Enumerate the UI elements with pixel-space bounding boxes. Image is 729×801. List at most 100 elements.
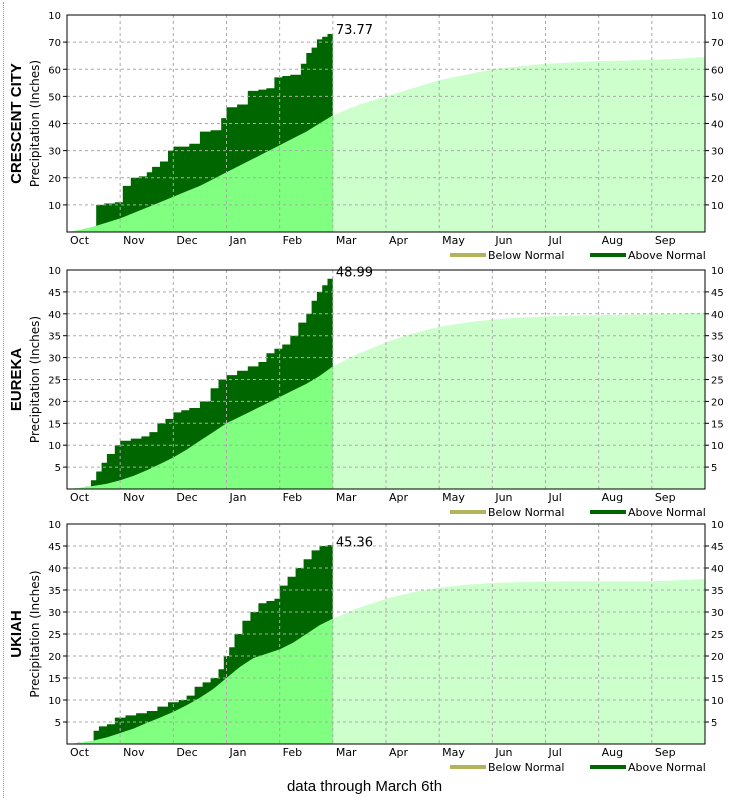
legend-swatch-below-normal <box>450 253 486 257</box>
y-tick-label-right: 10 <box>711 696 724 707</box>
legend-label-above-normal: Above Normal <box>628 249 706 262</box>
y-tick-label-left: 30 <box>48 354 61 365</box>
y-tick-label-right: 35 <box>711 586 724 597</box>
y-tick-label-right: 60 <box>711 65 724 76</box>
current-total-label: 45.36 <box>336 535 373 550</box>
y-axis-title: Precipitation (Inches) <box>28 570 42 697</box>
y-tick-label-left: 15 <box>48 674 61 685</box>
x-tick-label: Mar <box>336 746 357 759</box>
y-tick-label-left: 35 <box>48 332 61 343</box>
normal-precip-area-to-date <box>67 366 333 489</box>
x-tick-label: Aug <box>602 234 623 247</box>
current-total-label: 73.77 <box>336 23 373 38</box>
y-axis-title: Precipitation (Inches) <box>28 316 42 443</box>
x-tick-label: Jun <box>494 491 512 504</box>
x-tick-label: Apr <box>389 491 409 504</box>
y-tick-label-right: 20 <box>711 174 724 185</box>
footer-note: data through March 6th <box>286 778 443 795</box>
y-tick-label-right: 35 <box>711 332 724 343</box>
legend-swatch-above-normal <box>590 765 626 769</box>
x-tick-label: Mar <box>336 491 357 504</box>
x-tick-label: Nov <box>123 746 145 759</box>
x-tick-label: Jul <box>548 746 562 759</box>
y-tick-label-left: 10 <box>48 696 61 707</box>
y-tick-label-left: 20 <box>48 652 61 663</box>
y-tick-label-left: 25 <box>48 376 61 387</box>
y-tick-label-right: 45 <box>711 288 724 299</box>
normal-precip-area-remaining <box>332 579 705 744</box>
chart-panel-eureka: 5 10 15 20 25 30 35 40 45 5 10 15 20 25 30 35 40 45 10 10 Oc… <box>8 265 724 519</box>
normal-precip-area-to-date <box>67 618 333 744</box>
y-top-tick-label-right: 10 <box>711 266 724 277</box>
y-tick-label-right: 30 <box>711 608 724 619</box>
chart-panel-crescent-city: 10 20 30 40 50 60 70 10 20 30 40 50 60 70 10 10 Oct Nov De… <box>8 11 724 262</box>
x-tick-label: Apr <box>389 746 409 759</box>
y-top-tick-label-right: 10 <box>711 520 724 531</box>
x-tick-label: Jan <box>229 746 247 759</box>
station-name: UKIAH <box>8 610 25 658</box>
y-tick-label-left: 20 <box>48 174 61 185</box>
x-tick-label: Feb <box>283 234 302 247</box>
legend-label-above-normal: Above Normal <box>628 761 706 774</box>
x-tick-label: Jan <box>229 234 247 247</box>
y-tick-label-right: 10 <box>711 201 724 212</box>
x-tick-label: Jun <box>494 234 512 247</box>
y-tick-label-right: 30 <box>711 147 724 158</box>
y-tick-label-right: 70 <box>711 38 724 49</box>
y-tick-label-left: 10 <box>48 441 61 452</box>
y-tick-label-right: 5 <box>711 463 717 474</box>
y-tick-label-right: 50 <box>711 92 724 103</box>
y-tick-label-right: 5 <box>711 718 717 729</box>
y-tick-label-left: 40 <box>48 310 61 321</box>
normal-precip-area-remaining <box>332 57 705 232</box>
y-top-tick-label-left: 10 <box>48 266 61 277</box>
y-top-tick-label-left: 10 <box>48 520 61 531</box>
y-tick-label-left: 60 <box>48 65 61 76</box>
y-top-tick-label-left: 10 <box>48 11 61 22</box>
x-tick-label: Apr <box>389 234 409 247</box>
legend-label-below-normal: Below Normal <box>488 761 564 774</box>
y-tick-label-left: 10 <box>48 201 61 212</box>
x-tick-label: Feb <box>283 746 302 759</box>
x-tick-label: Dec <box>176 746 197 759</box>
y-tick-label-left: 70 <box>48 38 61 49</box>
x-tick-label: Jul <box>548 234 562 247</box>
legend-swatch-above-normal <box>590 253 626 257</box>
y-tick-label-left: 15 <box>48 419 61 430</box>
x-tick-label: Feb <box>283 491 302 504</box>
y-tick-label-left: 25 <box>48 630 61 641</box>
x-tick-label: May <box>442 234 465 247</box>
y-tick-label-left: 45 <box>48 542 61 553</box>
legend-swatch-below-normal <box>450 765 486 769</box>
x-tick-label: Dec <box>176 234 197 247</box>
y-tick-label-right: 40 <box>711 310 724 321</box>
x-tick-label: May <box>442 491 465 504</box>
y-tick-label-left: 30 <box>48 147 61 158</box>
chart-panel-ukiah: 5 10 15 20 25 30 35 40 45 5 10 15 20 25 30 35 40 45 10 10 Oc… <box>8 520 724 774</box>
legend-label-below-normal: Below Normal <box>488 249 564 262</box>
current-total-label: 48.99 <box>336 265 373 280</box>
x-tick-label: Nov <box>123 234 145 247</box>
y-tick-label-right: 40 <box>711 564 724 575</box>
x-tick-label: May <box>442 746 465 759</box>
x-tick-label: Sep <box>655 746 676 759</box>
x-tick-label: Dec <box>176 491 197 504</box>
y-tick-label-right: 45 <box>711 542 724 553</box>
y-tick-label-left: 20 <box>48 397 61 408</box>
y-tick-label-right: 15 <box>711 419 724 430</box>
x-tick-label: Mar <box>336 234 357 247</box>
normal-precip-area-to-date <box>67 115 333 232</box>
y-axis-title: Precipitation (Inches) <box>28 60 42 187</box>
x-tick-label: Sep <box>655 234 676 247</box>
y-tick-label-left: 35 <box>48 586 61 597</box>
y-tick-label-left: 40 <box>48 120 61 131</box>
y-tick-label-right: 30 <box>711 354 724 365</box>
y-tick-label-right: 10 <box>711 441 724 452</box>
y-tick-label-right: 40 <box>711 120 724 131</box>
legend-label-below-normal: Below Normal <box>488 506 564 519</box>
x-tick-label: Jan <box>229 491 247 504</box>
y-tick-label-right: 25 <box>711 630 724 641</box>
y-tick-label-left: 30 <box>48 608 61 619</box>
y-tick-label-left: 50 <box>48 92 61 103</box>
